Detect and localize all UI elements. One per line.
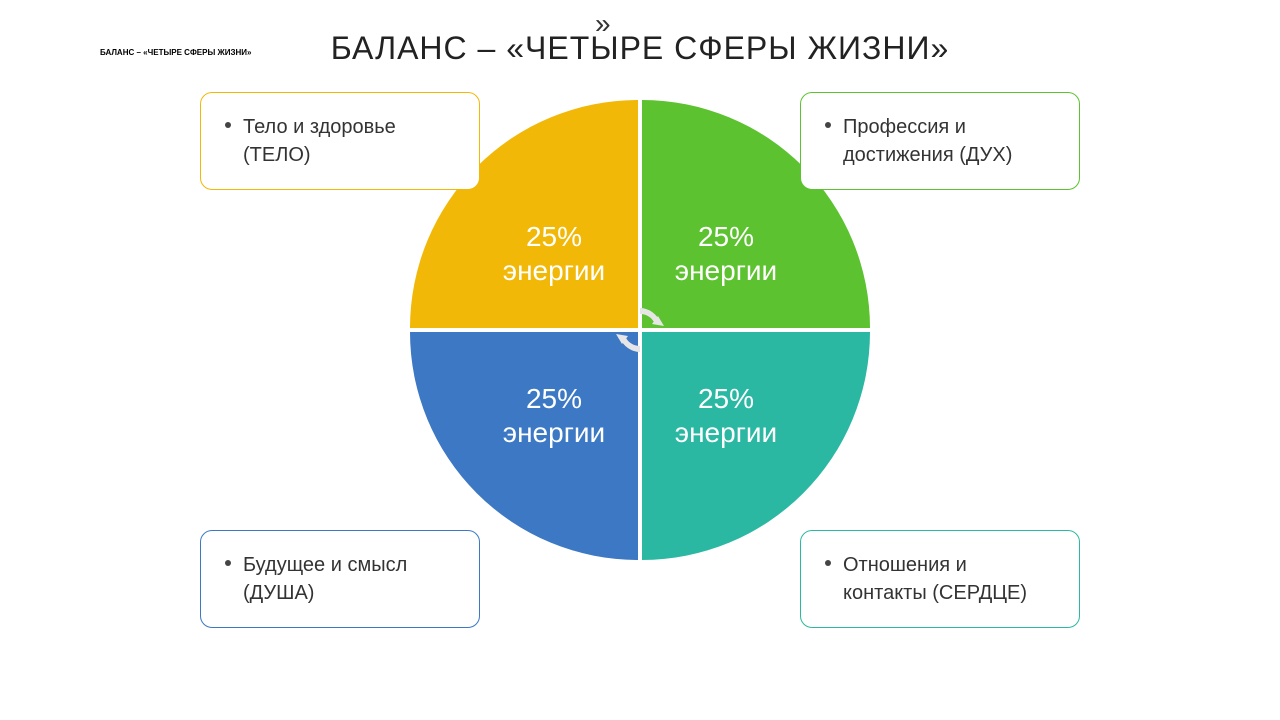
bullet-icon — [825, 560, 831, 566]
quadrant-bottom-right: 25%энергии — [642, 332, 870, 560]
callout-bottom-right: Отношения и контакты (СЕРДЦЕ) — [800, 530, 1080, 628]
callout-top-right: Профессия и достижения (ДУХ) — [800, 92, 1080, 190]
bullet-icon — [825, 122, 831, 128]
bullet-icon — [225, 122, 231, 128]
quadrant-bottom-left: 25%энергии — [410, 332, 638, 560]
callout-text: Тело и здоровье (ТЕЛО) — [243, 113, 455, 169]
callout-text: Отношения и контакты (СЕРДЦЕ) — [843, 551, 1055, 607]
page-title: БАЛАНС – «ЧЕТЫРЕ СФЕРЫ ЖИЗНИ» — [0, 30, 1280, 67]
quadrant-label: 25%энергии — [675, 220, 777, 287]
quadrant-label: 25%энергии — [503, 382, 605, 449]
callout-text: Будущее и смысл (ДУША) — [243, 551, 455, 607]
cycle-arrows-icon — [610, 300, 670, 360]
callout-text: Профессия и достижения (ДУХ) — [843, 113, 1055, 169]
callout-bottom-left: Будущее и смысл (ДУША) — [200, 530, 480, 628]
bullet-icon — [225, 560, 231, 566]
callout-top-left: Тело и здоровье (ТЕЛО) — [200, 92, 480, 190]
quadrant-label: 25%энергии — [675, 382, 777, 449]
quadrant-label: 25%энергии — [503, 220, 605, 287]
